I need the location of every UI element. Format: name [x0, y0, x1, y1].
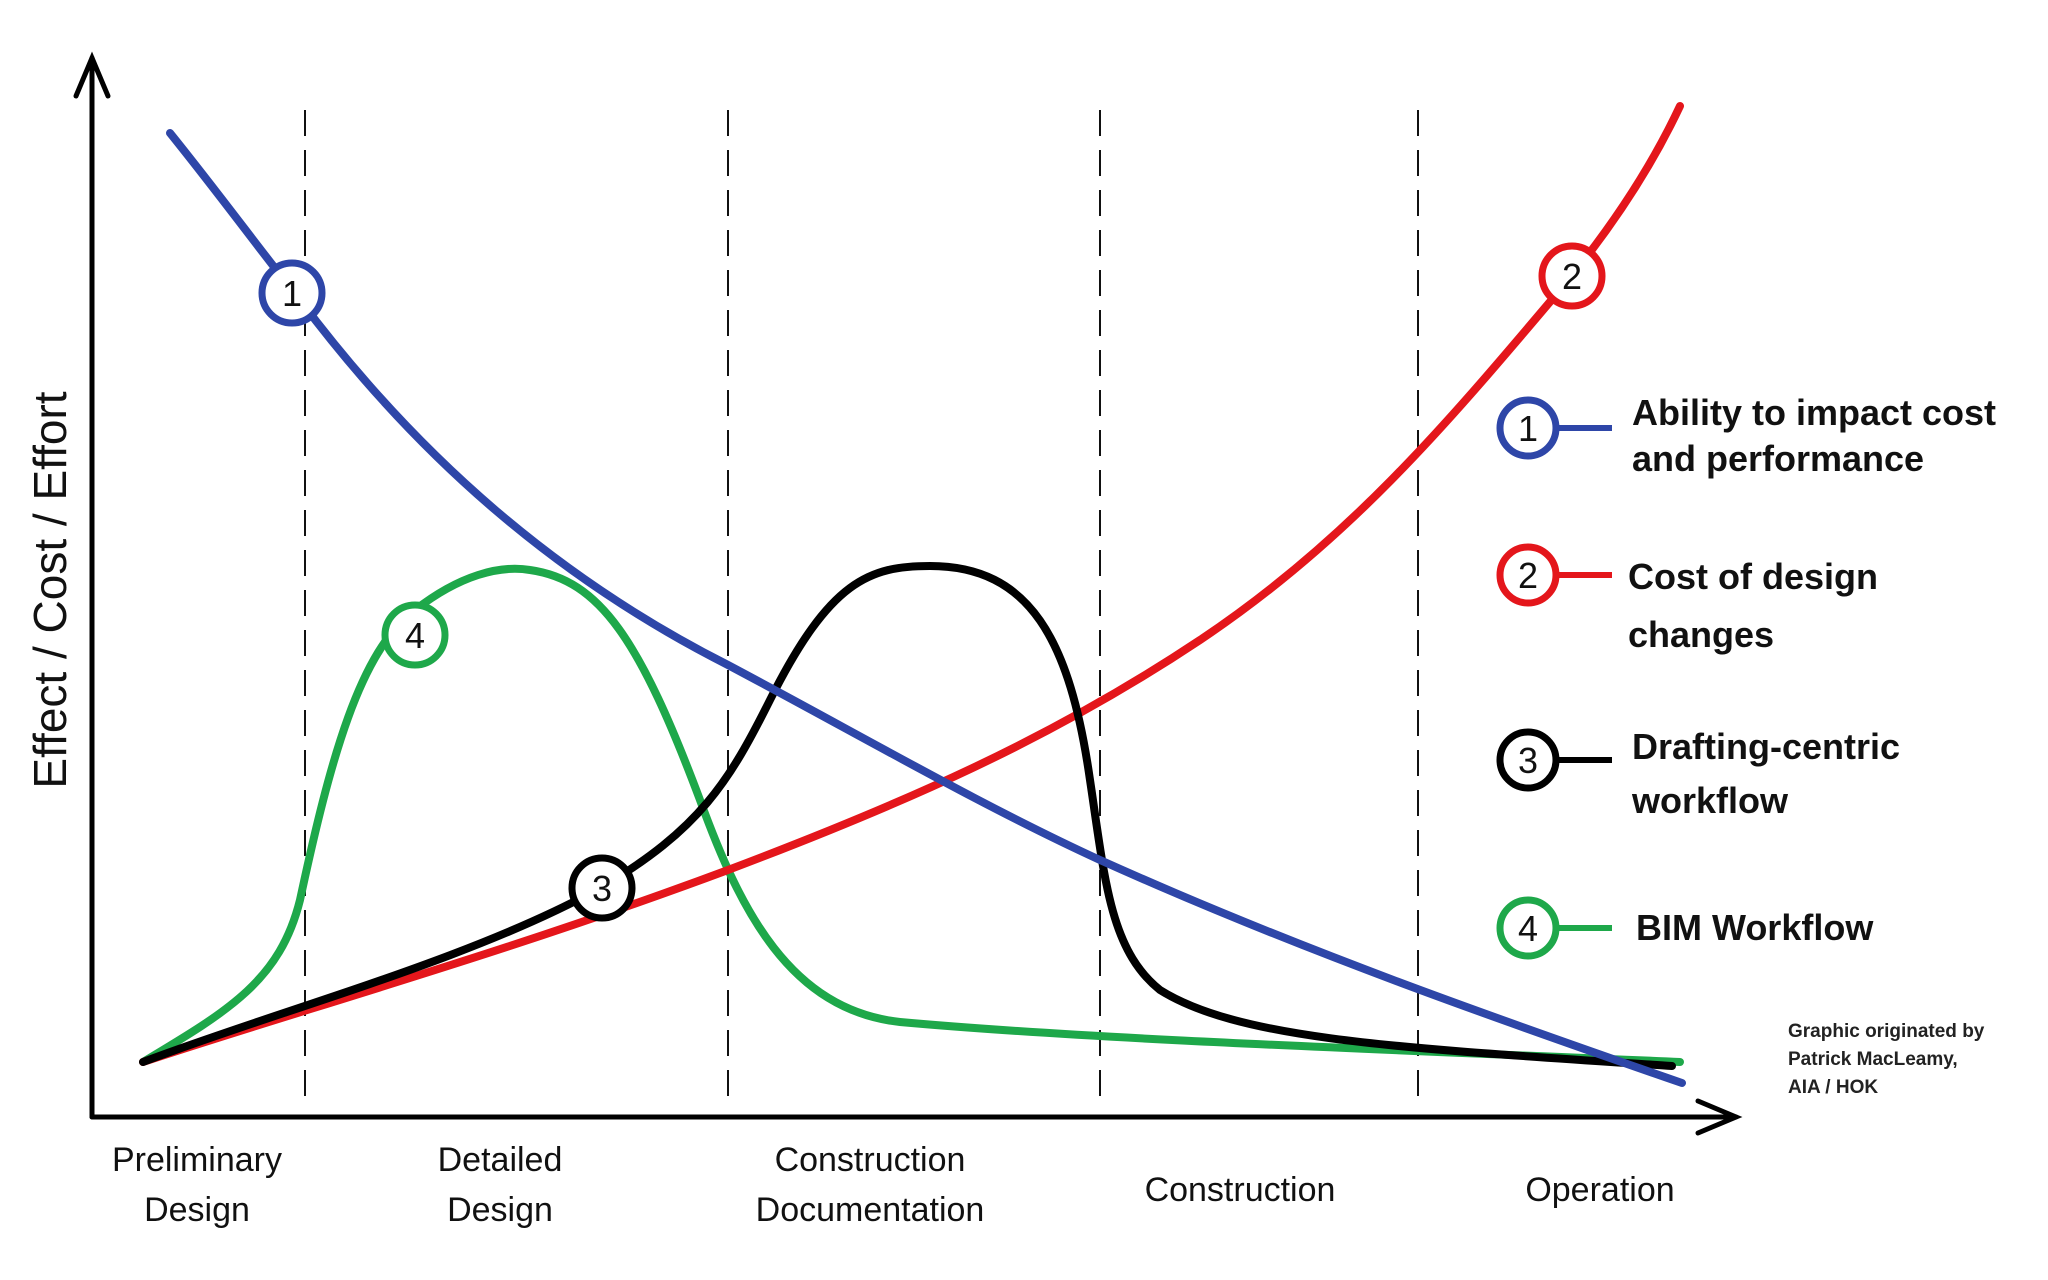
marker-2: 2 — [1538, 242, 1606, 310]
svg-text:3: 3 — [1518, 740, 1538, 781]
phase-label-line2: Design — [144, 1191, 250, 1229]
phase-label-line1: Preliminary — [111, 1141, 283, 1179]
svg-text:2: 2 — [1518, 555, 1538, 596]
phase-label-line1: Detailed — [437, 1141, 563, 1179]
svg-text:4: 4 — [405, 615, 425, 656]
phase-label-line2: Documentation — [755, 1191, 985, 1229]
phase-label-line2: Design — [447, 1191, 553, 1229]
marker-3: 3 — [568, 854, 636, 922]
legend-label: Ability to impact cost and performance — [1632, 390, 1996, 482]
legend-label: Cost of design changes — [1628, 548, 1878, 664]
legend-label-line1: Cost of design — [1628, 556, 1878, 597]
legend-swatch-2: 2 — [1496, 543, 1612, 607]
credit-line3: AIA / HOK — [1788, 1077, 1879, 1098]
legend-item-2: Cost of design changes — [1628, 548, 1878, 664]
legend-item-3: Drafting-centric workflow — [1632, 720, 1900, 828]
curve-drafting-centric — [139, 562, 1676, 1070]
phase-label-line1: Construction — [774, 1141, 966, 1179]
legend-label: BIM Workflow — [1636, 905, 1873, 951]
legend-label-line1: Drafting-centric — [1632, 726, 1901, 767]
legend-item-1: Ability to impact cost and performance — [1632, 390, 1996, 482]
svg-text:3: 3 — [592, 868, 612, 909]
y-axis-arrow-icon — [73, 51, 111, 99]
legend-swatch-4: 4 — [1496, 896, 1612, 960]
legend-label-line2: changes — [1628, 614, 1775, 655]
svg-text:1: 1 — [1518, 408, 1538, 449]
curve-bim-workflow — [139, 564, 1684, 1066]
phase-label-preliminary-design: Preliminary Design — [92, 1135, 302, 1235]
legend-label-line2: and performance — [1632, 438, 1925, 479]
svg-text:1: 1 — [282, 273, 302, 314]
legend-label-line1: BIM Workflow — [1636, 907, 1874, 948]
phase-label-construction-documentation: Construction Documentation — [735, 1135, 1005, 1235]
legend-label: Drafting-centric workflow — [1632, 720, 1900, 828]
y-axis-label: Effect / Cost / Effort — [24, 391, 76, 789]
curve-cost-of-design-changes — [139, 102, 1684, 1066]
legend-label-line1: Ability to impact cost — [1632, 392, 1997, 433]
legend-swatch-1: 1 — [1496, 396, 1612, 460]
x-axis-arrow-icon — [1695, 1098, 1743, 1136]
phase-label-operation: Operation — [1490, 1165, 1710, 1215]
phase-label-construction: Construction — [1130, 1165, 1350, 1215]
phase-label-line1: Operation — [1525, 1171, 1675, 1209]
svg-text:4: 4 — [1518, 908, 1538, 949]
legend-item-4: BIM Workflow — [1636, 905, 1873, 951]
legend-swatch-3: 3 — [1496, 728, 1612, 792]
credit-line1: Graphic originated by — [1788, 1021, 1985, 1042]
legend-label-line2: workflow — [1632, 780, 1789, 821]
phase-label-detailed-design: Detailed Design — [400, 1135, 600, 1235]
axes — [73, 51, 1743, 1136]
phase-label-line1: Construction — [1144, 1171, 1336, 1209]
source-credit: Graphic originated by Patrick MacLeamy, … — [1788, 1018, 1984, 1102]
credit-line2: Patrick MacLeamy, — [1788, 1049, 1958, 1070]
svg-text:2: 2 — [1562, 256, 1582, 297]
marker-1: 1 — [258, 259, 326, 327]
marker-4: 4 — [381, 601, 449, 669]
